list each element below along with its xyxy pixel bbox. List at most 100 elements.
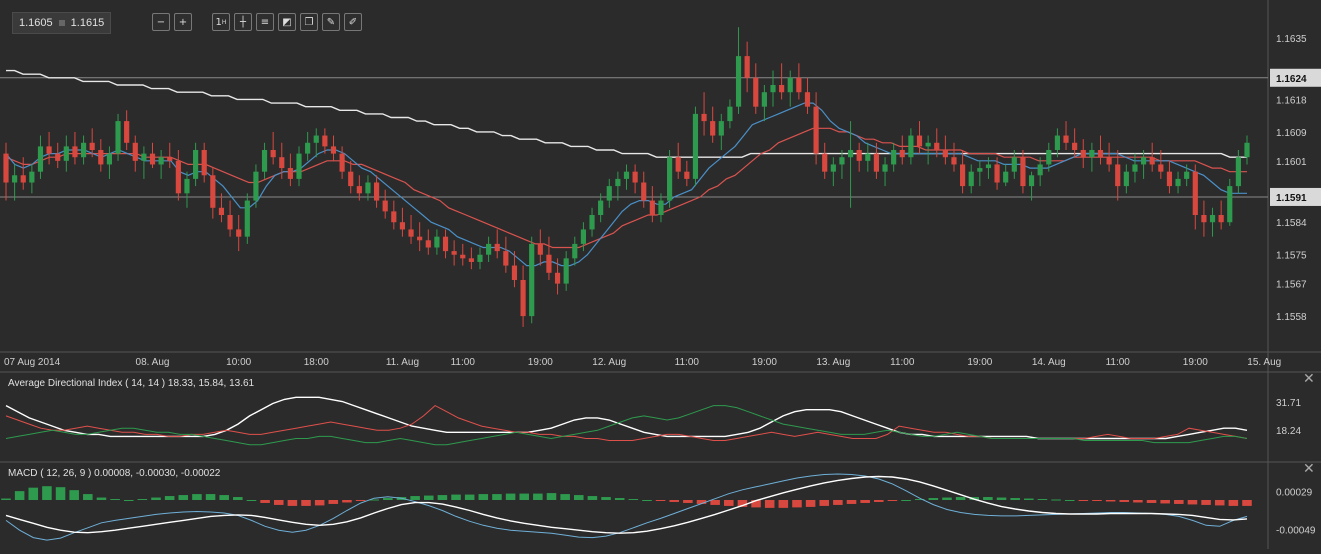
macd-histogram-bar [887,500,898,501]
adx-title: Average Directional Index ( 14, 14 ) 18.… [8,378,255,389]
zoom-in-icon[interactable]: + [174,13,192,31]
chart-type-icon[interactable]: ◩ [278,13,296,31]
macd-histogram-bar [28,487,39,500]
y-tick-label: 1.1584 [1276,218,1307,229]
candle-body [753,77,759,107]
candle-body [899,150,905,158]
macd-histogram-bar [355,500,366,501]
candle-body [960,164,966,187]
macd-histogram-bar [192,494,202,500]
candle-body [356,186,362,194]
candle-body [761,92,767,107]
candle-body [218,207,225,215]
candle-body [477,254,483,262]
y-tick-label: 1.1635 [1276,34,1307,45]
draw-icon[interactable]: ✐ [344,13,362,31]
candle-body [12,175,18,183]
macd-histogram-bar [669,500,680,502]
x-tick-label: 13. Aug [816,357,850,368]
candle-body [546,254,552,273]
macd-histogram-bar [1024,498,1034,500]
candle-body [1046,150,1052,165]
candle-body [813,106,819,154]
candle-body [667,157,673,201]
macd-signal-line [5,475,1248,534]
candle-body [1054,135,1060,150]
candle-body [451,251,457,255]
macd-histogram-bar [1133,500,1143,503]
copy-icon[interactable]: ❐ [300,13,318,31]
macd-histogram-bar [437,495,448,500]
candle-body [236,229,242,237]
candle-body [908,135,914,158]
candle-body [985,164,992,169]
candle-body [1192,171,1198,215]
macd-histogram-bar [164,496,175,500]
macd-histogram-bar [928,498,939,500]
x-tick-label: 19:00 [752,357,777,368]
y-tick-label: 1.1558 [1276,312,1307,323]
candle-body [1149,157,1155,165]
candle-body [399,222,406,230]
edit-icon[interactable]: ✎ [322,13,340,31]
bid-ask-box[interactable]: 1.1605 1.1615 [12,12,112,34]
candle-body [494,243,500,252]
macd-histogram-bar [519,493,529,500]
candle-body [649,200,655,215]
candle-body [158,157,164,165]
macd-panel[interactable]: MACD ( 12, 26, 9 ) 0.00008, -0.00030, -0… [1,468,1316,541]
candle-body [486,243,492,255]
ma-long-line [6,69,1247,158]
adx-panel[interactable]: Average Directional Index ( 14, 14 ) 18.… [5,378,1301,446]
macd-histogram-bar [683,500,693,503]
x-tick-label: 11:00 [1106,357,1131,368]
x-tick-label: 14. Aug [1032,357,1066,368]
macd-histogram-bar [273,500,284,505]
x-tick-label: 08. Aug [136,357,170,368]
macd-histogram-bar [478,494,489,500]
candle-body [503,251,509,266]
candle-body [580,229,586,244]
candles-icon[interactable]: ┼ [234,13,252,31]
macd-histogram-bar [587,496,598,500]
macd-histogram-bar [833,500,843,505]
macd-histogram-bar [573,495,584,500]
macd-histogram-bar [1064,500,1075,501]
y-tick-label: 1.1575 [1276,251,1307,262]
macd-histogram-bar [328,500,339,504]
candle-body [141,153,147,161]
candle-body [632,171,638,183]
macd-histogram-bar [642,500,652,501]
candle-body [718,121,724,136]
macd-histogram-bar [110,499,120,501]
close-adx-icon[interactable]: ✕ [1303,371,1315,387]
candle-body [201,150,207,176]
macd-histogram-bar [55,487,66,500]
close-macd-icon[interactable]: ✕ [1303,461,1315,477]
macd-histogram-bar [860,500,870,503]
macd-histogram-bar [655,500,666,501]
macd-histogram-bar [451,494,461,500]
macd-histogram-bar [901,500,911,501]
candle-body [106,153,113,165]
candle-body [598,200,604,215]
y-tick-label: 1.1618 [1276,95,1307,106]
candle-body [20,175,26,183]
candle-body [787,77,793,93]
candle-body [1209,215,1216,223]
macd-histogram-bar [1242,500,1252,506]
macd-histogram-bar [123,500,134,501]
indicators-icon[interactable]: ≡ [256,13,274,31]
macd-histogram-bar [724,500,734,506]
candle-body [1184,171,1190,179]
candle-body [425,240,431,248]
zoom-out-icon[interactable]: − [152,13,170,31]
candle-body [270,150,276,158]
candle-body [606,186,612,201]
candle-body [115,121,121,154]
x-tick-label: 11:00 [451,357,476,368]
candle-body [994,164,1000,183]
